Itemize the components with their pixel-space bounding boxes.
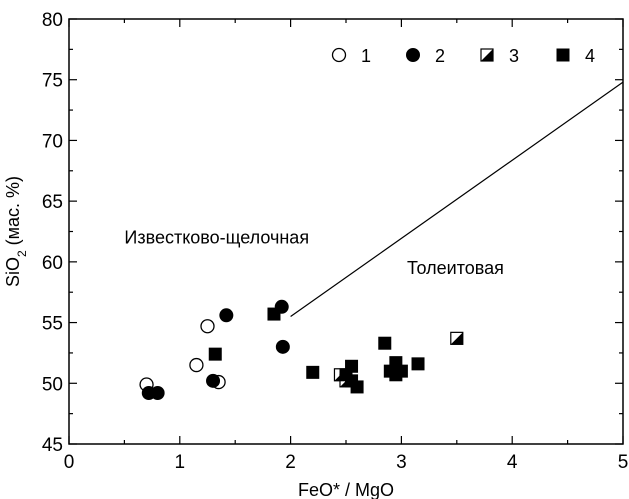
x-axis: 0 1 2 3 4 5 bbox=[64, 19, 629, 473]
y-axis-label: SiO2 (мас. %) bbox=[3, 176, 29, 287]
divider-line bbox=[290, 81, 624, 317]
region-label-tholeiitic: Толеитовая bbox=[407, 258, 504, 278]
data-point-series-3 bbox=[450, 331, 464, 345]
data-point-series-4 bbox=[350, 380, 364, 394]
marker-shape bbox=[206, 373, 221, 388]
marker-shape bbox=[411, 357, 425, 371]
data-point-series-4 bbox=[345, 359, 359, 373]
data-point-series-4 bbox=[394, 364, 408, 378]
data-point-series-2 bbox=[219, 308, 234, 323]
marker-shape bbox=[200, 319, 215, 334]
y-axis-label-main: SiO bbox=[3, 257, 23, 287]
x-tick-label: 0 bbox=[64, 452, 75, 473]
data-point-series-1 bbox=[189, 357, 204, 373]
y-tick-label: 75 bbox=[42, 71, 63, 92]
x-axis-label: FeO* / MgO bbox=[298, 480, 394, 499]
legend-label-1: 1 bbox=[361, 46, 371, 66]
data-point-series-4 bbox=[411, 357, 425, 371]
x-tick-label: 1 bbox=[175, 452, 186, 473]
marker-shape bbox=[556, 48, 570, 62]
data-point-series-2 bbox=[150, 386, 165, 400]
marker-shape bbox=[150, 386, 165, 400]
marker-shape bbox=[345, 359, 359, 373]
y-tick-label: 60 bbox=[42, 253, 63, 274]
y-tick-label: 55 bbox=[42, 314, 63, 335]
x-tick-label: 2 bbox=[285, 452, 296, 473]
legend-label-2: 2 bbox=[435, 46, 445, 66]
y-axis-label-units: (мас. %) bbox=[3, 176, 23, 250]
marker-shape bbox=[267, 307, 281, 321]
marker-fill bbox=[450, 332, 463, 345]
y-tick-label: 70 bbox=[42, 131, 63, 152]
marker-shape bbox=[331, 47, 347, 63]
data-points bbox=[139, 299, 464, 400]
data-point-series-4 bbox=[208, 347, 222, 361]
marker-shape bbox=[350, 380, 364, 394]
data-point-series-1 bbox=[200, 319, 215, 334]
legend-marker-4 bbox=[556, 48, 570, 62]
y-tick-label: 45 bbox=[42, 435, 63, 456]
marker-shape bbox=[378, 336, 392, 350]
divider-line-group bbox=[290, 81, 624, 317]
data-point-series-2 bbox=[206, 373, 221, 388]
legend-label-4: 4 bbox=[585, 46, 595, 66]
marker-shape bbox=[275, 339, 290, 354]
y-axis: 45 50 55 60 65 70 75 80 bbox=[42, 10, 623, 456]
marker-fill bbox=[481, 49, 493, 61]
legend-marker-3 bbox=[480, 48, 494, 62]
legend-label-3: 3 bbox=[509, 46, 519, 66]
marker-shape bbox=[189, 357, 204, 373]
y-axis-label-subscript: 2 bbox=[15, 250, 29, 257]
x-tick-label: 4 bbox=[507, 452, 518, 473]
y-tick-label: 80 bbox=[42, 10, 63, 31]
x-tick-label: 3 bbox=[396, 452, 407, 473]
region-label-calc-alkaline: Известково-щелочная bbox=[124, 228, 309, 248]
marker-shape bbox=[219, 308, 234, 323]
legend-marker-1 bbox=[331, 47, 347, 63]
x-tick-label: 5 bbox=[618, 452, 629, 473]
marker-shape bbox=[394, 364, 408, 378]
marker-shape bbox=[306, 365, 320, 379]
legend-marker-2 bbox=[406, 48, 420, 62]
data-point-series-4 bbox=[267, 307, 281, 321]
data-point-series-2 bbox=[275, 339, 290, 354]
y-tick-label: 50 bbox=[42, 374, 63, 395]
y-tick-label: 65 bbox=[42, 192, 63, 213]
marker-shape bbox=[406, 48, 420, 62]
region-labels: Известково-щелочная Толеитовая bbox=[124, 228, 503, 278]
marker-shape bbox=[208, 347, 222, 361]
legend: 1 2 3 4 bbox=[331, 46, 595, 66]
data-point-series-4 bbox=[306, 365, 320, 379]
data-point-series-4 bbox=[378, 336, 392, 350]
